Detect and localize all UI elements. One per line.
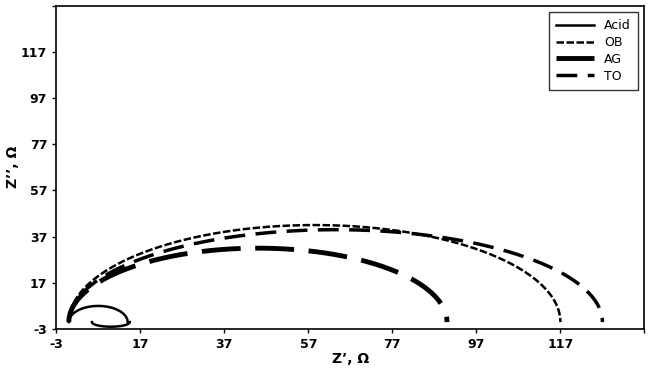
Legend: Acid, OB, AG, TO: Acid, OB, AG, TO bbox=[549, 12, 638, 90]
X-axis label: Z’, Ω: Z’, Ω bbox=[332, 352, 369, 366]
Y-axis label: Z’’, Ω: Z’’, Ω bbox=[6, 146, 20, 188]
